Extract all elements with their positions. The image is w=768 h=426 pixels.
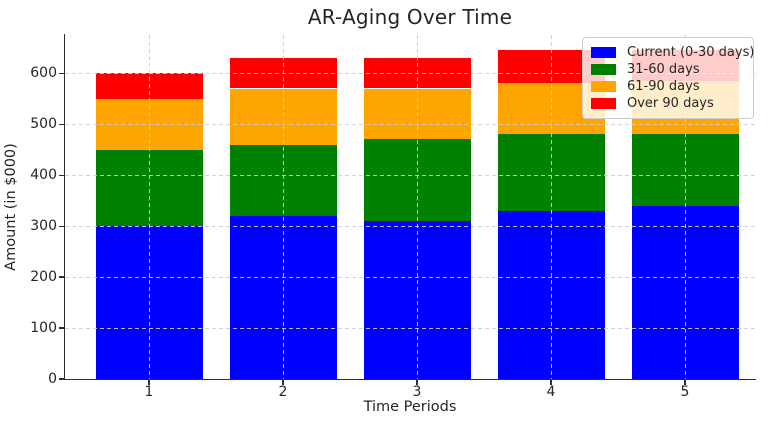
x-tick-mark [416,380,418,385]
y-tick-mark [59,327,64,329]
chart-title: AR-Aging Over Time [307,5,513,29]
y-tick-mark [59,123,64,125]
legend-item: 31-60 days [591,61,745,78]
y-tick-label: 600 [30,65,57,82]
y-tick-mark [59,225,64,227]
gridline-vertical [282,35,284,379]
x-tick-label: 1 [144,384,154,400]
x-tick-mark [282,380,284,385]
legend-label: Over 90 days [627,96,714,111]
gridline-horizontal [65,123,755,125]
legend-swatch-icon [591,47,616,58]
legend-swatch-icon [591,64,616,75]
x-tick-label: 2 [278,384,288,400]
x-tick-mark [550,380,552,385]
y-tick-label: 400 [30,167,57,184]
y-tick-mark [59,174,64,176]
x-tick-label: 3 [412,384,422,400]
y-tick-mark [59,378,64,380]
y-tick-mark [59,276,64,278]
legend-item: Over 90 days [591,95,745,112]
y-axis-label: Amount (in $000) [3,143,19,271]
x-tick-mark [684,380,686,385]
legend-swatch-icon [591,81,616,92]
legend-swatch-icon [591,98,616,109]
legend-item: Current (0-30 days) [591,44,754,61]
plot-area [65,35,755,379]
legend: Current (0-30 days) 31-60 days 61-90 days O… [582,37,754,119]
gridline-vertical [550,35,552,379]
y-tick-label: 500 [30,116,57,133]
gridline-horizontal [65,225,755,227]
x-tick-label: 5 [680,384,690,400]
gridline-horizontal [65,276,755,278]
y-tick-label: 300 [30,218,57,235]
gridline-vertical [684,35,686,379]
legend-label: Current (0-30 days) [627,45,755,60]
y-tick-label: 200 [30,269,57,286]
x-tick-label: 4 [546,384,556,400]
gridline-horizontal [65,327,755,329]
gridline-horizontal [65,72,755,74]
x-tick-mark [148,380,150,385]
legend-item: 61-90 days [591,78,745,95]
x-axis-label: Time Periods [363,399,457,415]
gridline-vertical [416,35,418,379]
x-axis-spine [63,378,756,380]
gridline-vertical [148,35,150,379]
y-tick-label: 100 [30,320,57,337]
legend-label: 61-90 days [627,79,700,94]
y-tick-mark [59,72,64,74]
y-axis-spine [63,34,65,380]
gridline-horizontal [65,174,755,176]
y-tick-label: 0 [48,371,57,387]
legend-label: 31-60 days [627,62,700,77]
